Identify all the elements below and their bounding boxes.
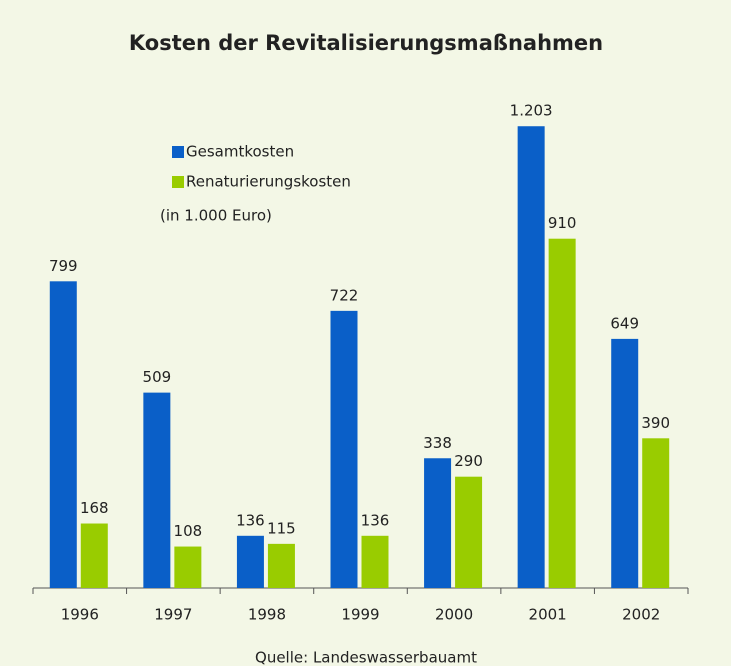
value-label: 649 xyxy=(610,314,639,332)
bar xyxy=(49,281,77,588)
legend-swatch xyxy=(172,146,184,158)
legend-swatch xyxy=(172,176,184,188)
value-label: 136 xyxy=(361,511,390,529)
legend-label: Renaturierungskosten xyxy=(186,173,351,191)
x-tick-label: 1996 xyxy=(61,606,99,624)
value-label: 722 xyxy=(330,286,359,304)
legend-label: Gesamtkosten xyxy=(186,143,294,161)
value-label: 799 xyxy=(49,257,78,275)
bar xyxy=(642,438,670,588)
bar xyxy=(424,458,452,588)
value-label: 910 xyxy=(548,214,577,232)
x-tick-label: 1997 xyxy=(154,606,192,624)
bar xyxy=(330,310,358,588)
value-label: 1.203 xyxy=(510,102,553,120)
bar xyxy=(611,338,639,588)
bar xyxy=(361,535,389,588)
bar xyxy=(236,535,264,588)
bar xyxy=(548,238,576,588)
source: Quelle: Landeswasserbauamt xyxy=(255,649,477,666)
value-label: 108 xyxy=(174,522,203,540)
annotation: (in 1.000 Euro) xyxy=(160,207,272,225)
bar xyxy=(455,476,483,588)
bar xyxy=(80,523,108,588)
bar xyxy=(174,546,202,588)
x-tick-label: 2002 xyxy=(622,606,660,624)
x-tick-label: 2001 xyxy=(529,606,567,624)
value-label: 390 xyxy=(641,414,670,432)
value-label: 338 xyxy=(423,434,452,452)
value-label: 168 xyxy=(80,499,109,517)
value-label: 115 xyxy=(267,519,296,537)
bar xyxy=(517,126,545,588)
x-tick-label: 1999 xyxy=(341,606,379,624)
x-tick-label: 1998 xyxy=(248,606,286,624)
bar xyxy=(267,543,295,588)
x-tick-label: 2000 xyxy=(435,606,473,624)
value-label: 290 xyxy=(454,452,483,470)
value-label: 509 xyxy=(143,368,172,386)
bar xyxy=(143,392,171,588)
chart-title: Kosten der Revitalisierungsmaßnahmen xyxy=(129,31,603,55)
value-label: 136 xyxy=(236,511,265,529)
